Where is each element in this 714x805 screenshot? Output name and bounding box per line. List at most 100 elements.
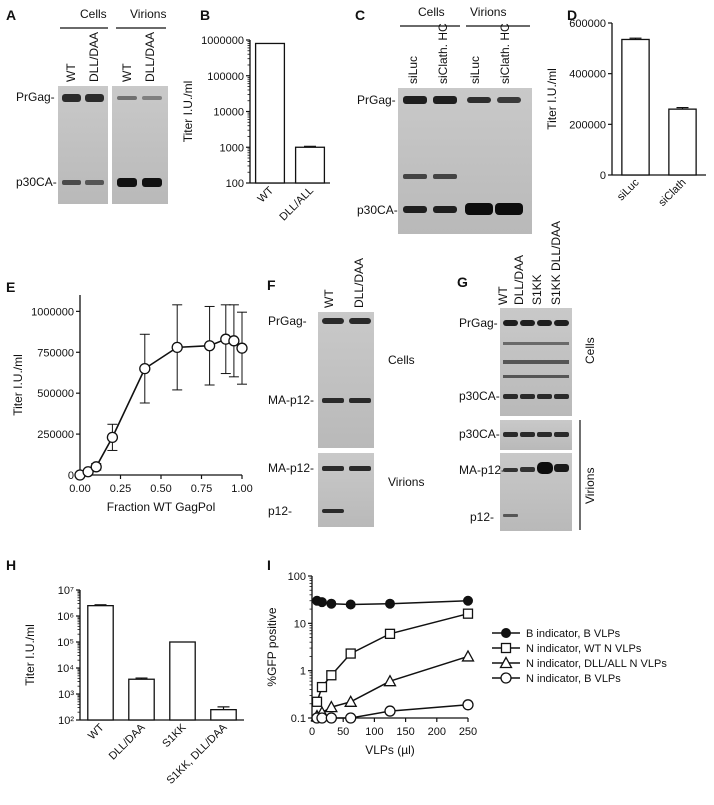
blot-a-band	[117, 96, 137, 100]
blot-c-band	[465, 203, 493, 215]
panel-f: F WT DLL/DAA PrGag- MA-p12- MA-p12- p12-…	[267, 258, 424, 527]
blot-g-band	[520, 432, 535, 437]
blot-f-band	[322, 466, 344, 471]
panel-a: A Cells Virions WT DLL/DAA WT DLL/DAA Pr…	[6, 7, 168, 204]
category-label: DLL/DAA	[107, 721, 148, 762]
bar	[668, 108, 697, 176]
data-point	[384, 705, 396, 717]
data-point	[316, 597, 327, 608]
y-tick-label: 750000	[37, 347, 74, 359]
series-line	[316, 612, 469, 703]
legend-marker	[500, 642, 512, 654]
y-tick-label: 400000	[569, 69, 606, 81]
data-point	[228, 335, 240, 347]
blot-a-group-virions: Virions	[130, 7, 166, 21]
y-tick-label: 1000000	[201, 35, 244, 47]
legend-label: N indicator, WT N VLPs	[526, 643, 642, 655]
blot-a-band	[62, 94, 81, 102]
blot-g-lane-1: WT	[496, 286, 510, 305]
blot-f-band	[322, 398, 344, 403]
bar	[621, 38, 650, 176]
data-point	[311, 696, 323, 707]
blot-g-lane-4: S1KK DLL/DAA	[549, 221, 563, 305]
blot-c-lane-1: siLuc	[406, 56, 420, 84]
blot-f-membrane-cells	[318, 312, 374, 448]
blot-a-band	[62, 180, 81, 185]
chart-h: 10² 10³ 10⁴ 10⁵ 10⁶ 10⁷ Titer I.U./ml WT DLL/DAA…	[23, 585, 244, 787]
bar	[128, 678, 155, 721]
y-tick-label: 10⁷	[58, 585, 74, 597]
legend-marker	[499, 656, 513, 669]
bar	[169, 641, 196, 721]
y-tick-label: 100	[226, 178, 244, 190]
svg-text:E: E	[6, 279, 15, 295]
y-tick-label: 100000	[207, 71, 244, 83]
category-label: S1KK	[160, 721, 189, 750]
data-point	[462, 608, 474, 619]
x-tick-label: 200	[428, 726, 446, 738]
data-point	[326, 598, 337, 609]
y-tick-label: 10000	[213, 107, 244, 119]
panel-b: B 100 1000 10000 100000 1000000 Titer I.U./ml…	[181, 7, 330, 223]
blot-c-band	[403, 174, 427, 179]
blot-g-band	[537, 394, 552, 399]
bar	[87, 605, 114, 721]
svg-text:C: C	[355, 7, 365, 23]
svg-text:H: H	[6, 557, 16, 573]
svg-text:B: B	[200, 7, 210, 23]
y-tick-label: 1	[300, 666, 306, 678]
blot-g-row-prgag: PrGag-	[459, 316, 498, 330]
data-point	[344, 694, 358, 707]
blot-a-lane-1: WT	[64, 63, 78, 82]
y-tick-label: 1000000	[31, 306, 74, 318]
panel-c: C Cells Virions siLuc siClath. HC siLuc …	[355, 5, 532, 234]
blot-f-membrane-virions	[318, 453, 374, 527]
legend-label: N indicator, B VLPs	[526, 673, 621, 685]
blot-c-band	[433, 174, 457, 179]
y-axis-label: Titer I.U./ml	[181, 81, 195, 143]
blot-g-band	[520, 320, 535, 326]
data-point	[171, 341, 183, 354]
y-tick-label: 0	[600, 170, 606, 182]
blot-a-lane-3: WT	[120, 63, 134, 82]
blot-a-band	[117, 178, 137, 187]
y-tick-label: 500000	[37, 388, 74, 400]
blot-c-lane-3: siLuc	[468, 56, 482, 84]
data-point	[236, 342, 248, 354]
blot-g-row-map12: MA-p12-	[459, 463, 505, 477]
blot-g-band	[554, 394, 569, 399]
x-tick-label: 50	[337, 726, 349, 738]
x-tick-label: 0.25	[110, 483, 131, 495]
blot-f-row-map12-virions: MA-p12-	[268, 461, 314, 475]
x-axis-label: Fraction WT GagPol	[107, 500, 215, 514]
data-point	[345, 648, 356, 659]
data-point	[326, 670, 337, 681]
x-tick-label: 100	[365, 726, 383, 738]
x-tick-label: 0	[309, 726, 315, 738]
data-point	[82, 466, 94, 478]
x-tick-label: 0.00	[69, 483, 90, 495]
blot-c-band	[433, 206, 457, 213]
legend-label: N indicator, DLL/ALL N VLPs	[526, 658, 667, 670]
data-point	[463, 595, 473, 606]
blot-g-row-p30ca-virions: p30CA-	[459, 427, 500, 441]
chart-i: 0.1 1 10 100 0 50 100 150 200 250 VLPs (µl) %GFP po…	[265, 571, 667, 757]
panel-e: E 0 250000 500000 750000 1000000 0.00 0.25 0.50…	[6, 279, 253, 514]
data-point	[324, 700, 338, 713]
data-point	[461, 649, 475, 662]
blot-c-band	[467, 97, 491, 103]
y-tick-label: 100	[288, 571, 306, 583]
y-axis-label: Titer I.U./ml	[23, 624, 37, 686]
y-axis-label: %GFP positive	[265, 607, 279, 686]
blot-g-band	[503, 360, 569, 364]
blot-f-band	[349, 466, 371, 471]
data-point	[316, 681, 328, 693]
y-tick-label: 10²	[58, 715, 74, 727]
blot-f-band	[349, 318, 371, 324]
blot-c-band	[497, 97, 521, 103]
bar	[254, 42, 286, 184]
blot-g-lane-2: DLL/DAA	[512, 255, 526, 305]
y-tick-label: 250000	[37, 429, 74, 441]
blot-g-row-p12: p12-	[470, 510, 494, 524]
blot-c-group-cells: Cells	[418, 5, 445, 19]
